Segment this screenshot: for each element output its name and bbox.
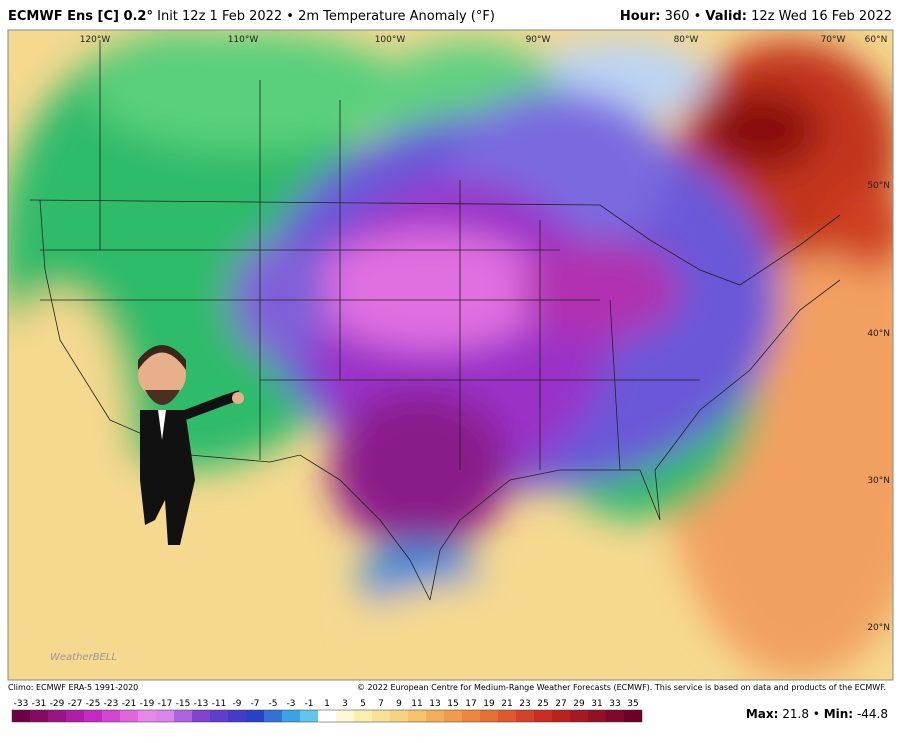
colorbar-label: -1 xyxy=(305,699,314,709)
lon-label: 70°W xyxy=(821,35,846,45)
colorbar-label: 19 xyxy=(483,699,495,709)
title: ECMWF Ens [C] 0.2° Init 12z 1 Feb 2022 •… xyxy=(8,9,495,24)
map: WeatherBELL xyxy=(8,30,893,680)
colorbar-label: -25 xyxy=(86,699,101,709)
colorbar-label: -11 xyxy=(212,699,227,709)
colorbar-cell xyxy=(372,710,390,722)
colorbar-label: -9 xyxy=(233,699,242,709)
colorbar-cell xyxy=(66,710,84,722)
colorbar-label: -23 xyxy=(104,699,119,709)
colorbar-cell xyxy=(318,710,336,722)
colorbar-label: -19 xyxy=(140,699,155,709)
colorbar-label: 9 xyxy=(396,699,402,709)
colorbar-label: 27 xyxy=(555,699,566,709)
colorbar-label: -17 xyxy=(158,699,173,709)
colorbar-label: 11 xyxy=(411,699,422,709)
colorbar-label: 25 xyxy=(537,699,548,709)
watermark: WeatherBELL xyxy=(50,652,117,663)
valid: Hour: 360 • Valid: 12z Wed 16 Feb 2022 xyxy=(620,9,892,24)
colorbar-cell xyxy=(120,710,138,722)
colorbar-label: 33 xyxy=(609,699,620,709)
colorbar-label: 13 xyxy=(429,699,440,709)
colorbar-label: -27 xyxy=(68,699,83,709)
character xyxy=(138,345,244,545)
borders xyxy=(29,40,841,601)
colorbar-cell xyxy=(300,710,318,722)
colorbar-cell xyxy=(462,710,480,722)
lat-label: 50°N xyxy=(867,181,890,191)
colorbar-cell xyxy=(552,710,570,722)
colorbar-label: -13 xyxy=(194,699,209,709)
lat-label: 40°N xyxy=(867,329,890,339)
colorbar-cell xyxy=(426,710,444,722)
colorbar-cell xyxy=(138,710,156,722)
colorbar-label: 21 xyxy=(501,699,512,709)
colorbar-label: -31 xyxy=(32,699,47,709)
colorbar-cell xyxy=(228,710,246,722)
colorbar-cell xyxy=(174,710,192,722)
colorbar-cell xyxy=(444,710,462,722)
colorbar-cell xyxy=(282,710,300,722)
colorbar-cell xyxy=(354,710,372,722)
colorbar-cell xyxy=(498,710,516,722)
colorbar-cell xyxy=(534,710,552,722)
colorbar-label: 23 xyxy=(519,699,530,709)
lon-label: 100°W xyxy=(375,35,406,45)
colorbar-label: 7 xyxy=(378,699,384,709)
colorbar-label: -33 xyxy=(14,699,29,709)
colorbar-cell xyxy=(606,710,624,722)
colorbar-cell xyxy=(624,710,642,722)
lon-label: 60°N xyxy=(865,35,888,45)
map-frame xyxy=(7,29,894,681)
colorbar-label: 3 xyxy=(342,699,348,709)
colorbar: -33 -31 -29 -27 -25 -23 -21 -19 -17 -15 -13 -11 -9 -7… xyxy=(11,699,643,723)
colorbar-cell xyxy=(480,710,498,722)
colorbar-frame xyxy=(11,709,643,723)
colorbar-label: -21 xyxy=(122,699,137,709)
colorbar-cell xyxy=(84,710,102,722)
colorbar-label: 17 xyxy=(465,699,476,709)
colorbar-cell xyxy=(30,710,48,722)
lon-label: 110°W xyxy=(228,35,259,45)
colorbar-cell xyxy=(246,710,264,722)
colorbar-label: -15 xyxy=(176,699,191,709)
lon-label: 120°W xyxy=(80,35,111,45)
colorbar-label: 15 xyxy=(447,699,458,709)
colorbar-label: 35 xyxy=(627,699,638,709)
climo: Climo: ECMWF ERA-5 1991-2020 xyxy=(8,683,138,692)
colorbar-cell xyxy=(336,710,354,722)
lon-label: 80°W xyxy=(674,35,699,45)
lat-label: 30°N xyxy=(867,476,890,486)
colorbar-cell xyxy=(102,710,120,722)
colorbar-cell xyxy=(12,710,30,722)
colorbar-label: -3 xyxy=(287,699,296,709)
colorbar-cell xyxy=(408,710,426,722)
colorbar-cell xyxy=(390,710,408,722)
colorbar-cell xyxy=(570,710,588,722)
colorbar-label: -5 xyxy=(269,699,278,709)
stats: Max: 21.8 • Min: -44.8 xyxy=(746,707,888,721)
colorbar-label: 5 xyxy=(360,699,366,709)
colorbar-label: 1 xyxy=(324,699,330,709)
copyright: © 2022 European Centre for Medium-Range … xyxy=(357,683,886,692)
colorbar-cell xyxy=(516,710,534,722)
colorbar-cell xyxy=(210,710,228,722)
colorbar-cell xyxy=(156,710,174,722)
colorbar-cell xyxy=(192,710,210,722)
colorbar-cell xyxy=(48,710,66,722)
colorbar-label: 29 xyxy=(573,699,585,709)
lon-label: 90°W xyxy=(526,35,551,45)
colorbar-cell xyxy=(264,710,282,722)
colorbar-label: -7 xyxy=(251,699,260,709)
colorbar-cell xyxy=(588,710,606,722)
colorbar-label: -29 xyxy=(50,699,65,709)
colorbar-label: 31 xyxy=(591,699,602,709)
lat-label: 20°N xyxy=(867,623,890,633)
